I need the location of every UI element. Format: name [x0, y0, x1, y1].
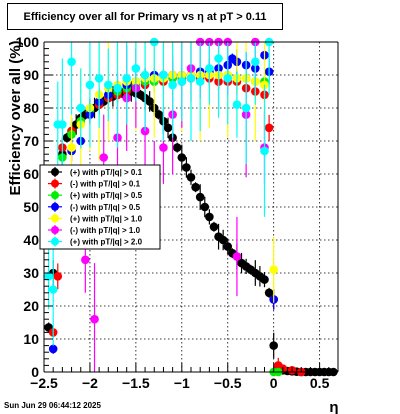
- data-point: [48, 285, 58, 294]
- data-point: [191, 182, 200, 192]
- data-point: [85, 80, 95, 90]
- data-point: [140, 70, 150, 80]
- data-point: [163, 123, 173, 133]
- data-point: [159, 143, 168, 152]
- legend-entry-3: (-) with pT/|q| > 0.5: [48, 201, 141, 212]
- data-point: [260, 146, 269, 156]
- data-point: [223, 242, 233, 251]
- data-point: [104, 80, 113, 90]
- data-point: [186, 173, 196, 182]
- legend-label: (-) with pT/|q| > 0.5: [70, 203, 141, 212]
- data-point: [241, 103, 251, 113]
- data-point: [76, 103, 86, 113]
- data-point: [44, 272, 53, 281]
- data-point: [260, 275, 269, 284]
- y-tick-label: 90: [23, 67, 39, 83]
- legend-entry-4: (+) with pT/|q| > 1.0: [48, 213, 143, 224]
- y-tick-label: 70: [23, 133, 39, 149]
- legend-label: (-) with pT/|q| > 0.1: [70, 180, 141, 189]
- legend-entry-1: (-) with pT/|q| > 0.1: [48, 178, 141, 189]
- data-point: [53, 272, 63, 281]
- x-tick-label: −1.5: [122, 375, 150, 391]
- y-tick-label: 50: [23, 199, 39, 215]
- data-point: [269, 265, 278, 275]
- y-tick-label: 30: [23, 265, 39, 281]
- y-tick-label: 60: [23, 166, 39, 182]
- data-point: [99, 153, 109, 162]
- data-point: [200, 202, 210, 212]
- x-tick-label: −2.5: [30, 375, 58, 391]
- data-point: [195, 77, 205, 86]
- data-point: [122, 74, 131, 83]
- data-point: [251, 57, 260, 67]
- data-point: [177, 77, 187, 86]
- series-6: [44, 37, 274, 346]
- data-point: [264, 123, 274, 133]
- x-tick-label: −2: [82, 375, 98, 391]
- legend-entry-6: (+) with pT/|q| > 2.0: [48, 236, 143, 247]
- legend-label: (+) with pT/|q| > 2.0: [70, 238, 143, 247]
- data-point: [232, 252, 242, 261]
- legend-marker: [51, 237, 59, 246]
- legend-label: (+) with pT/|q| > 0.5: [70, 191, 143, 200]
- data-point: [205, 212, 214, 222]
- data-point: [214, 54, 223, 63]
- legend-marker: [51, 202, 59, 211]
- data-point: [67, 57, 76, 67]
- data-point: [264, 288, 274, 298]
- legend-label: (-) with pT/|q| > 1.0: [70, 226, 141, 235]
- data-point: [205, 64, 214, 73]
- data-point: [48, 344, 58, 354]
- x-tick-label: 0: [270, 375, 278, 391]
- data-point: [223, 74, 233, 83]
- y-axis-label: Efficiency over all (%): [7, 40, 24, 195]
- legend-label: (+) with pT/|q| > 0.1: [70, 168, 143, 177]
- data-point: [145, 97, 154, 106]
- legend-marker: [51, 191, 59, 200]
- legend-entry-5: (-) with pT/|q| > 1.0: [48, 225, 141, 235]
- x-tick-label: 0.5: [310, 375, 330, 391]
- data-point: [90, 314, 99, 324]
- legend-marker: [51, 226, 59, 234]
- data-point: [209, 222, 219, 232]
- data-point: [195, 192, 205, 202]
- y-tick-label: 10: [23, 331, 39, 347]
- y-tick-label: 40: [23, 232, 39, 248]
- legend-marker: [51, 214, 59, 223]
- chart-title: Efficiency over all for Primary vs η at …: [7, 3, 283, 30]
- y-tick-label: 20: [23, 298, 39, 314]
- data-point: [168, 80, 177, 90]
- data-point: [131, 64, 141, 73]
- data-point: [172, 143, 182, 152]
- data-point: [94, 74, 104, 83]
- data-point: [186, 74, 196, 83]
- legend-label: (+) with pT/|q| > 1.0: [70, 214, 143, 223]
- legend-entry-2: (+) with pT/|q| > 0.5: [48, 190, 143, 201]
- data-point: [260, 80, 269, 90]
- x-axis-label: η: [329, 399, 338, 414]
- data-point: [67, 143, 76, 152]
- y-tick-label: 80: [23, 100, 39, 116]
- legend: (+) with pT/|q| > 0.1 (-) with pT/|q| > 0…: [39, 164, 161, 250]
- data-point: [58, 120, 67, 129]
- x-tick-label: −0.5: [214, 375, 242, 391]
- y-tick-label: 0: [31, 364, 39, 380]
- legend-marker: [51, 168, 59, 176]
- legend-marker: [51, 179, 59, 188]
- legend-entry-0: (+) with pT/|q| > 0.1: [48, 167, 143, 177]
- data-point: [269, 341, 278, 350]
- data-point: [113, 83, 122, 93]
- data-point: [159, 70, 168, 80]
- data-point: [182, 163, 191, 172]
- y-tick-label: 100: [16, 34, 40, 50]
- data-point: [154, 110, 164, 119]
- x-tick-label: −1: [174, 375, 190, 391]
- data-point: [218, 235, 228, 245]
- footer-timestamp: Sun Jun 29 06:44:12 2025: [4, 401, 101, 410]
- data-point: [232, 100, 242, 109]
- data-point: [81, 255, 90, 265]
- axes: −2.5 −2 −1.5 −1 −0.5 0 0.5 0 10 20 30 40 50 60 70 80 90 1…: [16, 34, 339, 391]
- data-point: [177, 153, 187, 162]
